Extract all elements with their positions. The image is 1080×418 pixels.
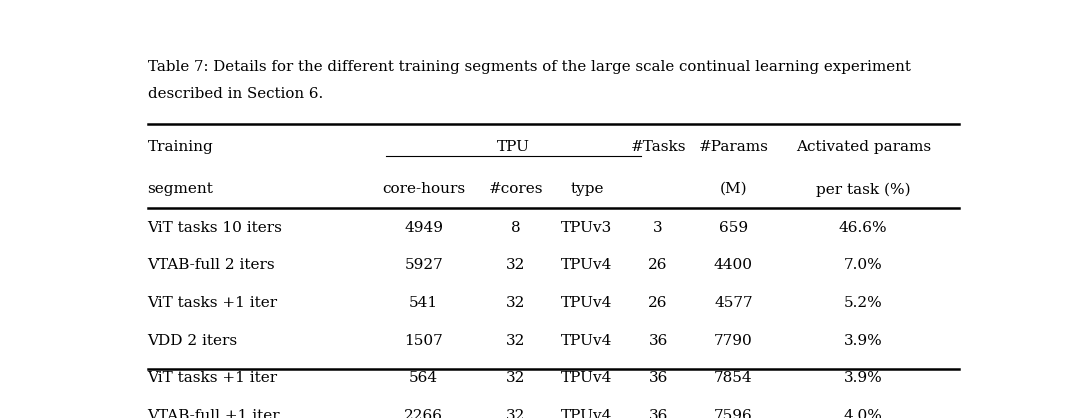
Text: #cores: #cores: [488, 182, 543, 196]
Text: core-hours: core-hours: [382, 182, 465, 196]
Text: described in Section 6.: described in Section 6.: [148, 87, 323, 101]
Text: per task (%): per task (%): [815, 182, 910, 196]
Text: 4949: 4949: [404, 221, 443, 235]
Text: Table 7: Details for the different training segments of the large scale continua: Table 7: Details for the different train…: [148, 60, 910, 74]
Text: TPUv4: TPUv4: [562, 371, 612, 385]
Text: TPUv4: TPUv4: [562, 296, 612, 310]
Text: VDD 2 iters: VDD 2 iters: [148, 334, 238, 348]
Text: 32: 32: [507, 334, 526, 348]
Text: 46.6%: 46.6%: [839, 221, 888, 235]
Text: 4577: 4577: [714, 296, 753, 310]
Text: 5927: 5927: [404, 258, 443, 273]
Text: TPUv3: TPUv3: [562, 221, 612, 235]
Text: 32: 32: [507, 258, 526, 273]
Text: TPUv4: TPUv4: [562, 409, 612, 418]
Text: 7790: 7790: [714, 334, 753, 348]
Text: 4400: 4400: [714, 258, 753, 273]
Text: type: type: [570, 182, 604, 196]
Text: Activated params: Activated params: [796, 140, 931, 154]
Text: 32: 32: [507, 409, 526, 418]
Text: 3.9%: 3.9%: [843, 334, 882, 348]
Text: VTAB-full 2 iters: VTAB-full 2 iters: [148, 258, 275, 273]
Text: segment: segment: [148, 182, 214, 196]
Text: 659: 659: [719, 221, 748, 235]
Text: 3: 3: [653, 221, 663, 235]
Text: 1507: 1507: [404, 334, 443, 348]
Text: ViT tasks 10 iters: ViT tasks 10 iters: [148, 221, 283, 235]
Text: 3.9%: 3.9%: [843, 371, 882, 385]
Text: 541: 541: [409, 296, 438, 310]
Text: 26: 26: [648, 258, 667, 273]
Text: 2266: 2266: [404, 409, 443, 418]
Text: TPUv4: TPUv4: [562, 258, 612, 273]
Text: 26: 26: [648, 296, 667, 310]
Text: 32: 32: [507, 371, 526, 385]
Text: 36: 36: [648, 409, 667, 418]
Text: 4.0%: 4.0%: [843, 409, 882, 418]
Text: 7596: 7596: [714, 409, 753, 418]
Text: TPU: TPU: [497, 140, 530, 154]
Text: 36: 36: [648, 371, 667, 385]
Text: 36: 36: [648, 334, 667, 348]
Text: 32: 32: [507, 296, 526, 310]
Text: #Tasks: #Tasks: [631, 140, 686, 154]
Text: ViT tasks +1 iter: ViT tasks +1 iter: [148, 371, 278, 385]
Text: 7854: 7854: [714, 371, 753, 385]
Text: 8: 8: [511, 221, 521, 235]
Text: 564: 564: [409, 371, 438, 385]
Text: (M): (M): [719, 182, 747, 196]
Text: VTAB-full +1 iter: VTAB-full +1 iter: [148, 409, 280, 418]
Text: Training: Training: [148, 140, 214, 154]
Text: TPUv4: TPUv4: [562, 334, 612, 348]
Text: #Params: #Params: [699, 140, 768, 154]
Text: 7.0%: 7.0%: [843, 258, 882, 273]
Text: 5.2%: 5.2%: [843, 296, 882, 310]
Text: ViT tasks +1 iter: ViT tasks +1 iter: [148, 296, 278, 310]
